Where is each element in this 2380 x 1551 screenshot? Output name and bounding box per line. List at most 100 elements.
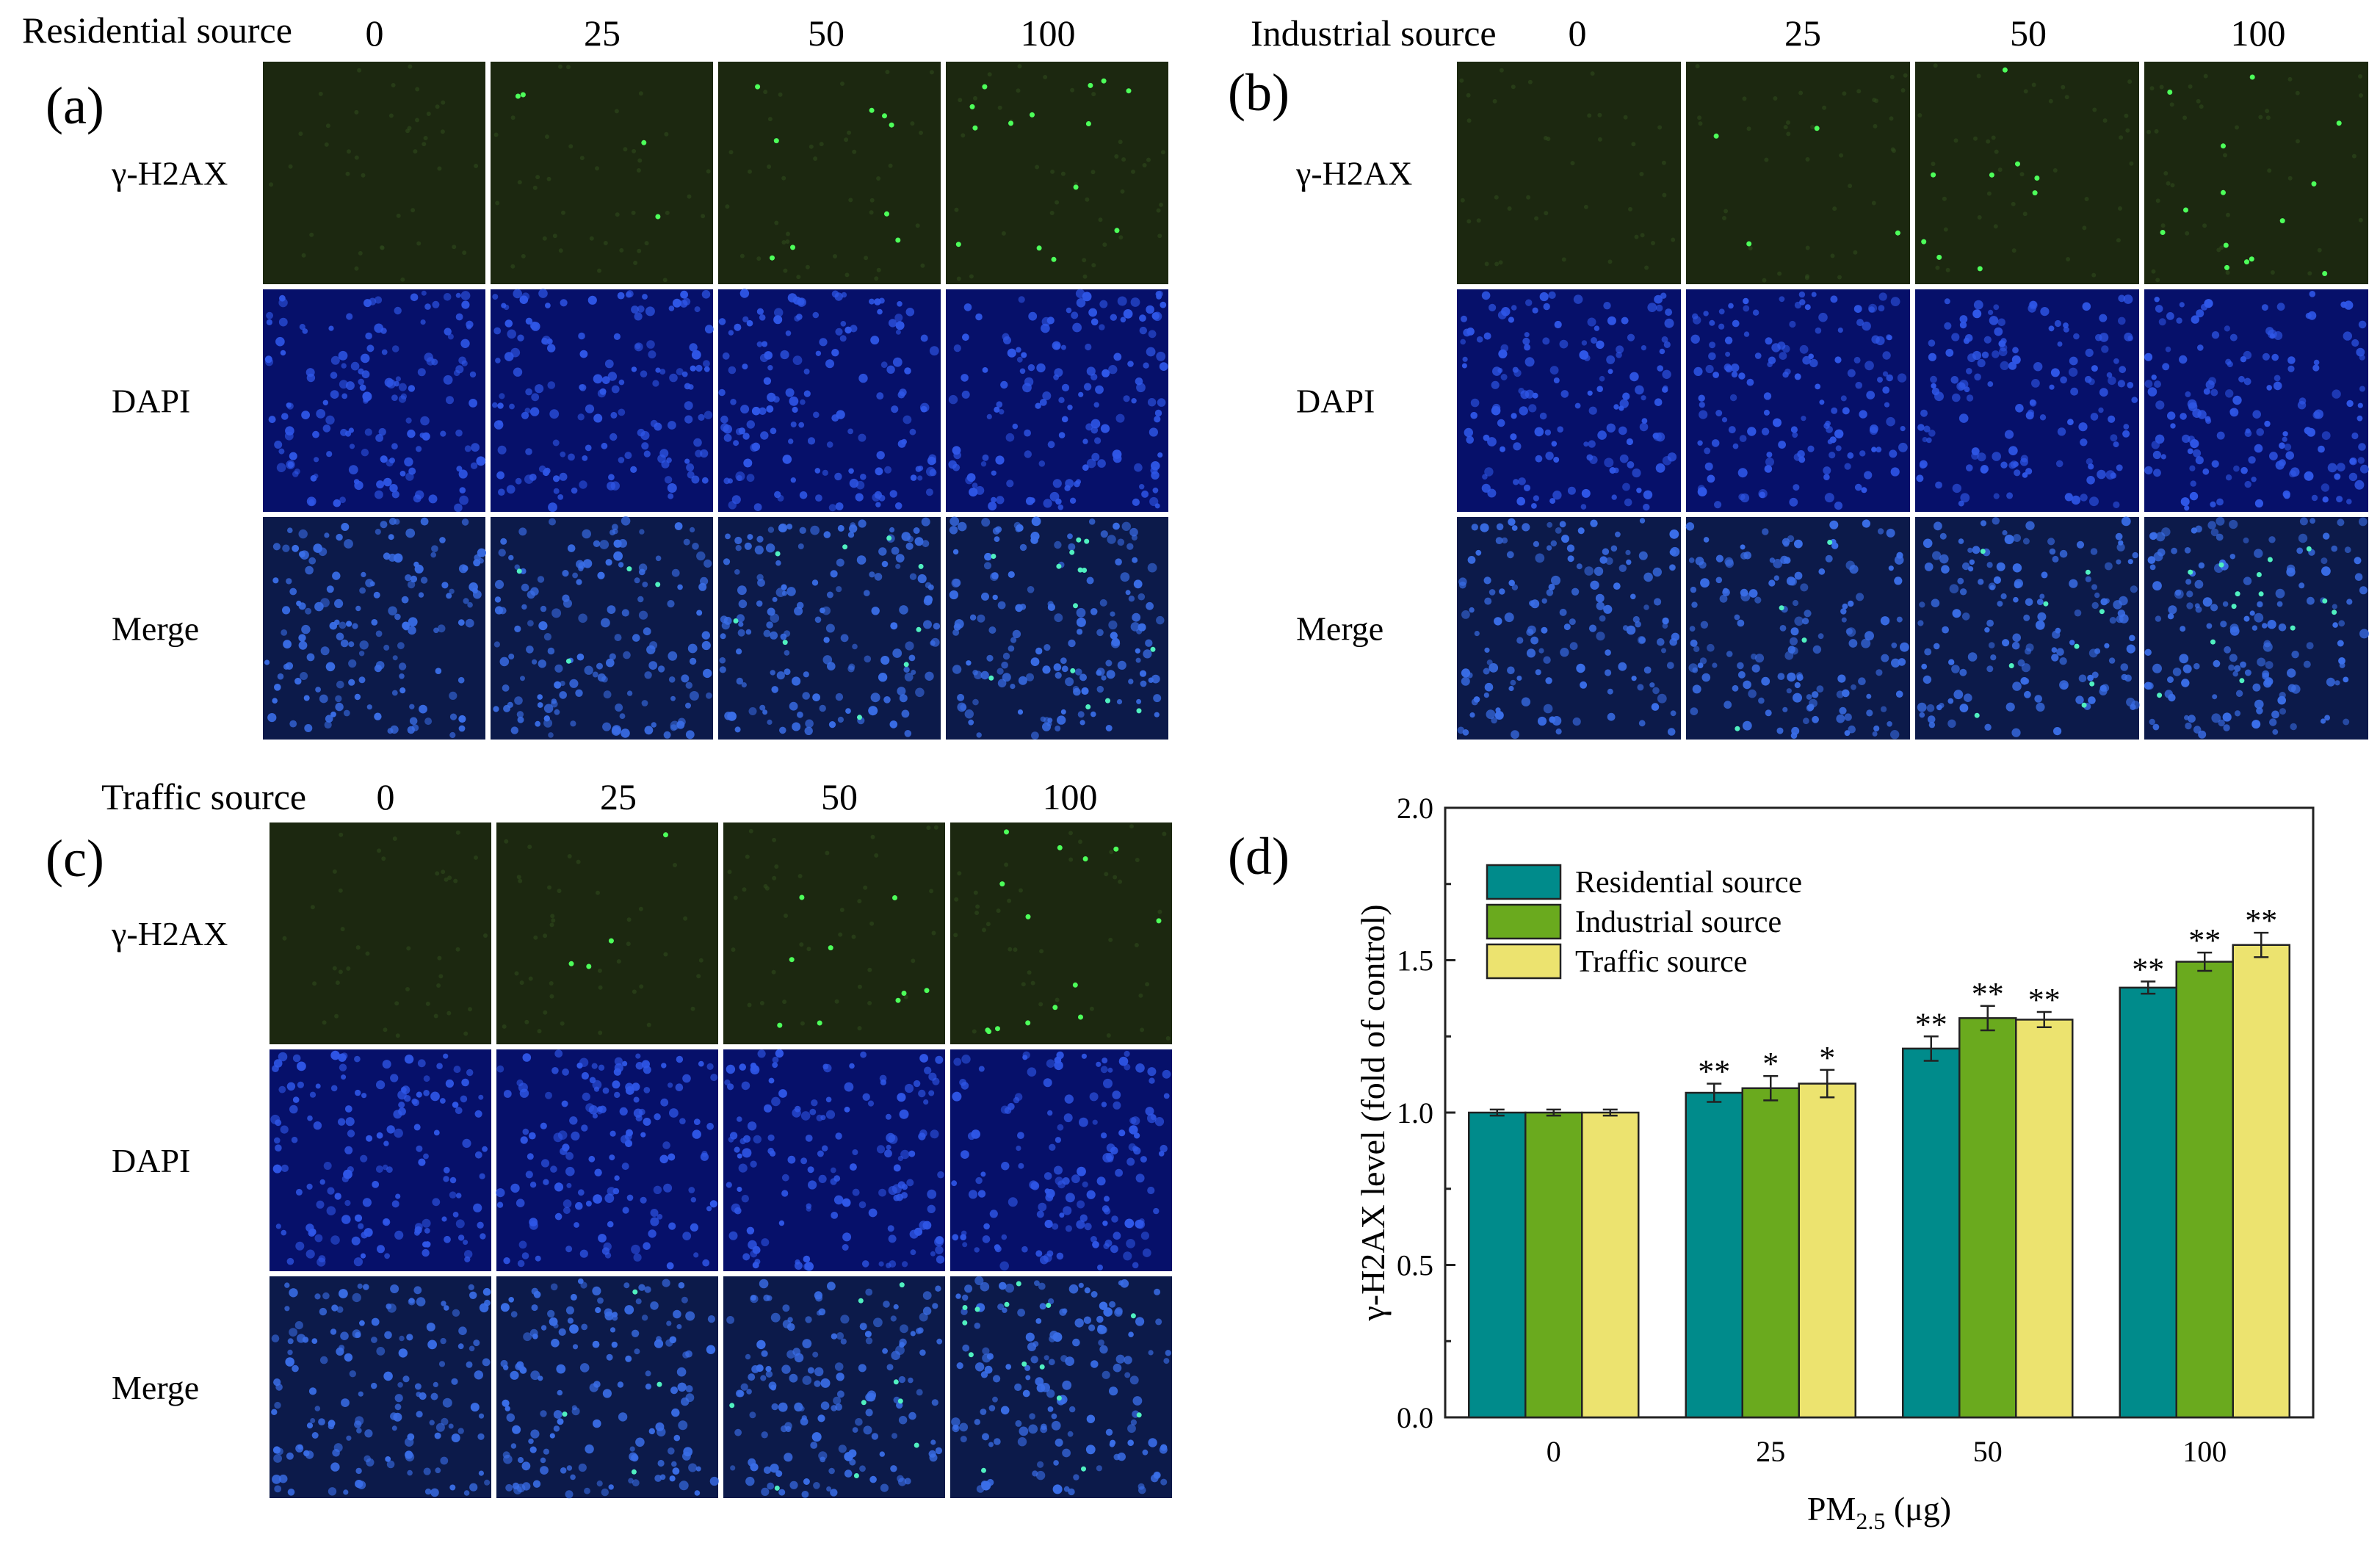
micrograph-c-gamma-dose-100 (950, 822, 1172, 1044)
micrograph-c-merge-dose-100 (950, 1276, 1172, 1498)
panel-a-dose-label: 25 (584, 12, 621, 54)
y-tick-label: 0.5 (1397, 1249, 1433, 1282)
panel-c-row-label: DAPI (112, 1142, 190, 1179)
panel-b-letter: (b) (1228, 63, 1290, 122)
y-tick-label: 2.0 (1397, 792, 1433, 825)
error-bar (1602, 1108, 1618, 1117)
micrograph-b-gamma-dose-100 (2144, 62, 2368, 284)
micrograph-c-dapi-dose-25 (496, 1049, 718, 1271)
x-tick-label: 25 (1756, 1435, 1785, 1468)
micrograph-a-gamma-dose-25 (491, 62, 713, 284)
panel-c-dose-label: 25 (600, 776, 637, 817)
panel-a-dose-label: 0 (366, 12, 384, 54)
bar-residential-source-50 (1902, 1047, 1961, 1419)
micrograph-a-gamma-dose-50 (718, 62, 941, 284)
micrograph-panels: (a) Residential source 0 25 50 100 γ-H2AX DAPI M… (22, 10, 2369, 1499)
micrograph-a-dapi-dose-0 (263, 289, 486, 513)
micrograph-c-merge-dose-50 (723, 1276, 945, 1498)
x-tick-label: 50 (1973, 1435, 2003, 1468)
micrograph-a-merge-dose-25 (491, 516, 713, 740)
error-bar (2141, 980, 2156, 995)
x-tick-label: 0 (1547, 1435, 1561, 1468)
significance-marker: * (1819, 1040, 1835, 1076)
panel-b-source-label: Industrial source (1251, 12, 1497, 54)
micrograph-c-gamma-dose-0 (270, 822, 491, 1044)
bar-residential-source-0 (1468, 1111, 1527, 1419)
legend-label: Traffic source (1575, 945, 1747, 979)
significance-marker: ** (2132, 952, 2164, 988)
significance-marker: ** (2028, 982, 2061, 1018)
panel-b-row-label: γ-H2AX (1295, 155, 1412, 192)
bar-traffic-source-25 (1798, 1082, 1856, 1419)
panel-b-row-label: Merge (1296, 610, 1383, 648)
micrograph-b-merge-dose-0 (1457, 517, 1681, 740)
bar-industrial-source-25 (1741, 1087, 1800, 1419)
bar-traffic-source-100 (2232, 944, 2290, 1419)
panel-b-row-label: DAPI (1296, 383, 1375, 420)
panel-b-dose-label: 50 (2010, 12, 2047, 54)
micrograph-c-dapi-dose-50 (723, 1049, 945, 1271)
panel-a-dose-label: 100 (1021, 12, 1076, 54)
micrograph-c-dapi-dose-100 (950, 1049, 1172, 1271)
panel-c-letter: (c) (46, 829, 104, 888)
error-bar (1489, 1108, 1505, 1117)
micrograph-c-merge-dose-25 (496, 1276, 719, 1499)
panel-b-dose-label: 25 (1784, 12, 1821, 54)
error-bar (2254, 931, 2269, 958)
micrograph-a-merge-dose-0 (263, 517, 487, 740)
significance-marker: ** (1972, 976, 2004, 1012)
micrograph-a-dapi-dose-100 (946, 289, 1168, 512)
micrograph-b-dapi-dose-0 (1457, 289, 1681, 512)
micrograph-a-gamma-dose-100 (946, 62, 1168, 284)
micrograph-b-merge-dose-100 (2144, 516, 2369, 740)
panel-b-dose-label: 100 (2231, 12, 2286, 54)
panel-c-row-label: γ-H2AX (111, 915, 228, 952)
y-axis-label: γ-H2AX level (fold of control) (1354, 904, 1392, 1321)
micrograph-b-gamma-dose-50 (1915, 62, 2139, 284)
micrograph-c-merge-dose-0 (270, 1276, 491, 1498)
micrograph-b-gamma-dose-0 (1457, 62, 1681, 284)
error-bar (1923, 1035, 1939, 1062)
bar-traffic-source-0 (1581, 1111, 1640, 1419)
panel-c-row-label: Merge (112, 1369, 199, 1406)
bar-chart-panel-d: (d) 0.0 0.5 1.0 1.5 2.0 γ-H2AX level (fold of … (1228, 792, 2315, 1534)
panel-c: (c) Traffic source 0 25 50 100 γ-H2AX DAPI Merge (46, 776, 1172, 1499)
panel-d-letter: (d) (1228, 827, 1290, 886)
y-tick-label: 1.0 (1397, 1096, 1433, 1129)
panel-a-source-label: Residential source (22, 10, 292, 51)
micrograph-a-merge-dose-50 (718, 517, 941, 740)
panel-a-letter: (a) (46, 76, 104, 135)
panel-c-dose-label: 50 (821, 776, 858, 817)
bar-residential-source-100 (2119, 986, 2177, 1419)
error-bar (2197, 951, 2213, 972)
panel-b: (b) Industrial source 0 25 50 100 γ-H2AX DAPI Me… (1228, 12, 2369, 740)
legend-label: Residential source (1575, 866, 1802, 900)
bar-residential-source-25 (1685, 1091, 1743, 1419)
y-tick-label: 1.5 (1397, 944, 1433, 977)
error-bar (1980, 1005, 1995, 1032)
micrograph-a-merge-dose-100 (946, 516, 1168, 740)
micrograph-b-merge-dose-25 (1685, 517, 1910, 740)
legend-swatch (1486, 903, 1562, 940)
significance-marker: ** (2188, 922, 2221, 958)
legend: Residential source Industrial source Traff… (1486, 864, 1802, 980)
micrograph-b-dapi-dose-50 (1915, 289, 2139, 512)
significance-marker: * (1762, 1046, 1779, 1082)
error-bar (1763, 1074, 1779, 1102)
panel-b-dose-label: 0 (1569, 12, 1587, 54)
x-tick-label: 100 (2182, 1435, 2227, 1468)
bar-industrial-source-100 (2175, 961, 2234, 1419)
bar-industrial-source-0 (1524, 1111, 1583, 1419)
panel-a-row-label: Merge (112, 610, 199, 648)
error-bar (1546, 1108, 1561, 1117)
micrograph-c-gamma-dose-50 (723, 822, 945, 1044)
micrograph-b-merge-dose-50 (1915, 516, 2140, 740)
micrograph-a-gamma-dose-0 (263, 62, 485, 284)
micrograph-c-dapi-dose-0 (270, 1049, 491, 1271)
panel-a-dose-label: 50 (808, 12, 844, 54)
error-bar (2036, 1010, 2052, 1029)
panel-c-source-label: Traffic source (101, 776, 306, 817)
x-axis-label: PM2.5 (μg) (1807, 1490, 1951, 1534)
y-tick-label: 0.0 (1397, 1401, 1433, 1434)
